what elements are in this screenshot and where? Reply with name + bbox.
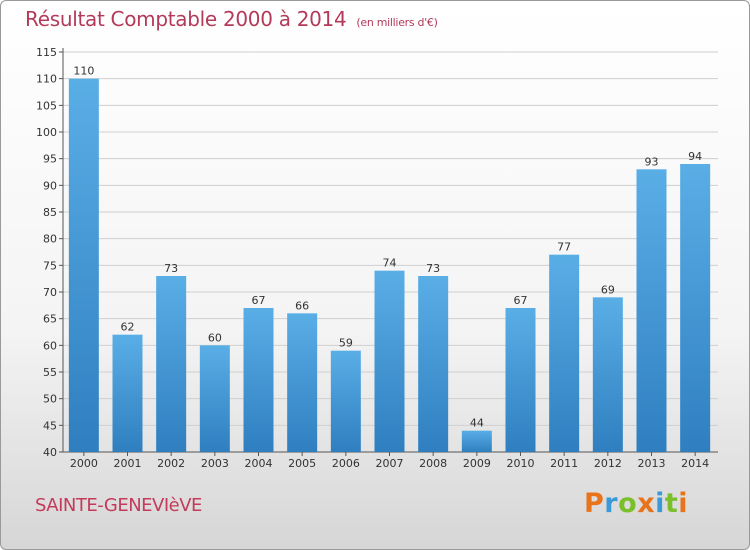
bar xyxy=(680,164,711,452)
bar-value-label: 60 xyxy=(208,331,222,344)
x-tick-label: 2012 xyxy=(594,457,622,470)
bar xyxy=(199,345,230,452)
y-tick-label: 105 xyxy=(36,99,57,112)
bar-value-label: 77 xyxy=(557,241,571,254)
bar-value-label: 73 xyxy=(426,262,440,275)
x-tick-label: 2000 xyxy=(70,457,98,470)
y-tick-label: 65 xyxy=(43,313,57,326)
y-tick-label: 60 xyxy=(43,339,57,352)
y-tick-label: 85 xyxy=(43,206,57,219)
bar xyxy=(156,276,187,452)
y-tick-label: 75 xyxy=(43,259,57,272)
labels: 40 45 50 55 60 65 70 75 80 85 90 95 100 105 110 115 110 2… xyxy=(36,46,709,470)
logo-letter: o xyxy=(618,488,638,519)
bar-value-label: 69 xyxy=(601,283,615,296)
bar-value-label: 110 xyxy=(73,65,94,78)
logo-letter: i xyxy=(678,488,689,519)
bar-value-label: 44 xyxy=(470,417,484,430)
proxiti-logo: Proxiti xyxy=(584,488,688,519)
x-tick-label: 2013 xyxy=(638,457,666,470)
x-tick-label: 2010 xyxy=(507,457,535,470)
x-tick-label: 2004 xyxy=(245,457,273,470)
x-tick-label: 2001 xyxy=(114,457,142,470)
bar xyxy=(68,78,99,453)
chart-title: Résultat Comptable 2000 à 2014 (en millie… xyxy=(25,7,438,31)
bar-value-label: 93 xyxy=(645,155,659,168)
x-tick-label: 2009 xyxy=(463,457,491,470)
bar-value-label: 67 xyxy=(514,294,528,307)
bar xyxy=(549,254,580,452)
x-tick-label: 2002 xyxy=(157,457,185,470)
y-tick-label: 55 xyxy=(43,366,57,379)
bar xyxy=(243,308,274,452)
y-tick-label: 45 xyxy=(43,419,57,432)
y-tick-label: 40 xyxy=(43,446,57,459)
bar xyxy=(374,270,405,452)
logo-letter: i xyxy=(655,488,665,519)
x-tick-label: 2011 xyxy=(550,457,578,470)
x-tick-label: 2008 xyxy=(419,457,447,470)
bar-value-label: 73 xyxy=(164,262,178,275)
y-tick-label: 70 xyxy=(43,286,57,299)
bar xyxy=(636,169,667,453)
y-tick-label: 90 xyxy=(43,179,57,192)
bars xyxy=(68,78,711,453)
bar-value-label: 74 xyxy=(383,257,397,270)
bar xyxy=(461,430,492,452)
town-name: SAINTE-GENEVIèVE xyxy=(35,495,202,516)
logo-letter: r xyxy=(604,488,619,519)
chart-subtitle: (en milliers d'€) xyxy=(356,16,438,29)
bar-value-label: 67 xyxy=(252,294,266,307)
bar xyxy=(112,334,143,452)
chart-title-text: Résultat Comptable 2000 à 2014 xyxy=(25,7,347,31)
logo-letter: t xyxy=(664,488,679,519)
bar-value-label: 62 xyxy=(121,321,135,334)
y-tick-label: 80 xyxy=(43,233,57,246)
x-tick-label: 2005 xyxy=(288,457,316,470)
bar-value-label: 59 xyxy=(339,337,353,350)
y-tick-label: 50 xyxy=(43,393,57,406)
bar xyxy=(505,308,536,452)
bar xyxy=(330,350,361,452)
x-tick-label: 2003 xyxy=(201,457,229,470)
y-tick-label: 110 xyxy=(36,73,57,86)
x-tick-label: 2006 xyxy=(332,457,360,470)
x-tick-label: 2014 xyxy=(681,457,709,470)
bar-value-label: 66 xyxy=(295,299,309,312)
bar-value-label: 94 xyxy=(688,150,702,163)
y-tick-label: 100 xyxy=(36,126,57,139)
y-tick-label: 95 xyxy=(43,153,57,166)
bar xyxy=(287,313,318,452)
logo-letter: P xyxy=(584,488,605,519)
y-tick-label: 115 xyxy=(36,46,57,59)
bar xyxy=(418,276,449,452)
logo-letter: x xyxy=(637,488,656,519)
bar xyxy=(592,297,623,452)
x-tick-label: 2007 xyxy=(376,457,404,470)
